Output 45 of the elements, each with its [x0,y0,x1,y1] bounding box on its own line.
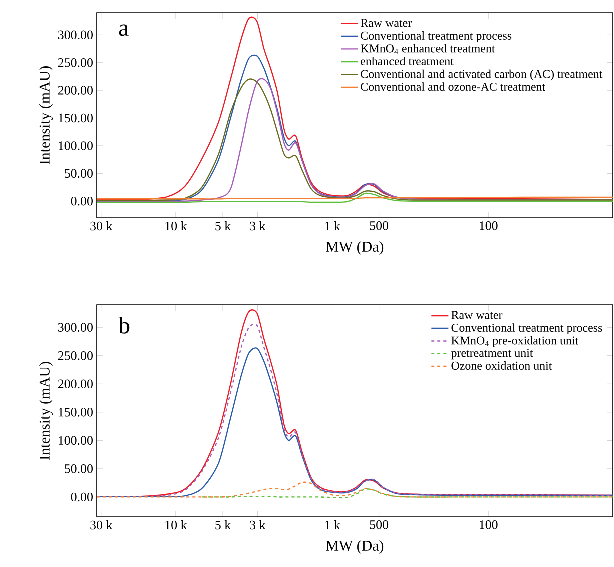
y-tick-label: 150.00 [58,408,93,417]
legend-label: pretreatment unit [451,349,534,360]
y-tick-label: 300.00 [58,323,93,332]
y-tick-label: 50.00 [65,169,93,178]
y-tick-label: 100.00 [58,436,93,446]
y-tick-label: 0.00 [71,492,93,502]
x-axis-title: MW (Da) [326,241,384,256]
y-tick-label: 50.00 [65,464,93,474]
x-axis-title: MW (Da) [326,540,384,554]
legend-label: Ozone oxidation unit [452,362,552,370]
legend-label: Conventional treatment process [452,324,602,334]
legend-label: Raw water [452,311,503,320]
y-tick-label: 300.00 [58,30,93,40]
legend-label: enhanced treatment [361,57,454,66]
x-tick-label: 3 k [250,222,266,231]
x-tick-label: 1 k [325,222,340,230]
legend-label: Raw water [360,19,412,28]
x-tick-label: 3 k [250,520,266,530]
y-axis-title: Intensity (mAU) [39,362,54,460]
annotation: a [119,24,129,36]
legend-label: Conventional and activated carbon (AC) treatment [361,70,603,81]
y-tick-label: 200.00 [58,86,93,95]
legend-label: Conventional and ozone-AC treatment [361,82,546,92]
y-tick-label: 250.00 [58,58,93,68]
annotation: b [118,316,130,334]
y-tick-label: 250.00 [58,351,93,360]
x-tick-label: 30 k [90,222,113,231]
x-tick-label: 100 [480,222,498,230]
x-tick-label: 500 [370,520,389,530]
x-tick-label: 30 k [90,520,113,530]
x-tick-label: 5 k [216,520,232,530]
x-tick-label: 1 k [325,520,340,530]
legend-label: Conventional treatment process [361,32,512,42]
x-tick-label: 500 [370,222,389,230]
y-tick-label: 150.00 [58,114,93,123]
y-tick-label: 200.00 [58,380,93,389]
legend-label: KMnO$_{4}$ enhanced treatment [360,44,496,54]
y-axis-title: Intensity (mAU) [39,66,54,165]
y-tick-label: 0.00 [71,196,93,206]
x-tick-label: 5 k [216,222,232,231]
legend-label: KMnO$_{4}$ pre-oxidation unit [452,336,579,348]
x-tick-label: 10 k [166,222,188,231]
x-tick-label: 100 [480,520,498,530]
y-tick-label: 100.00 [58,142,93,150]
x-tick-label: 10 k [166,520,188,530]
